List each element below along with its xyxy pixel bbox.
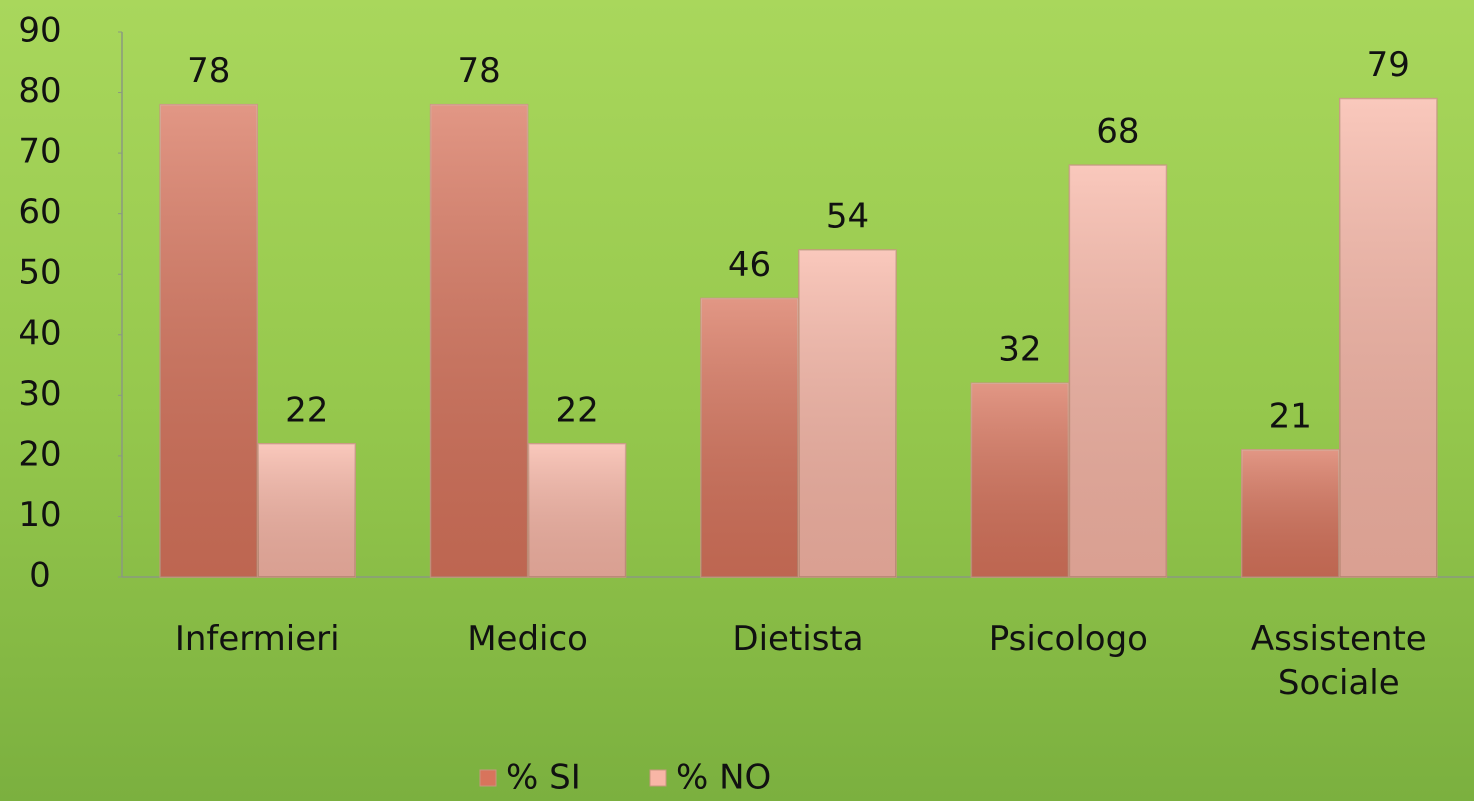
x-tick-label: Assistente Sociale [1250,619,1427,703]
bar-shade [971,383,1069,577]
y-tick-label: 90 [18,11,61,51]
bar-shade [430,104,528,578]
y-tick-label: 80 [18,71,61,111]
data-label: 78 [187,51,230,91]
y-tick-label: 20 [18,434,61,474]
y-tick-label: 10 [18,495,61,535]
bar-shade [160,104,258,578]
bar-shade [1241,449,1339,577]
data-label: 78 [457,51,500,91]
y-tick-label: 0 [29,556,51,596]
y-tick-label: 40 [18,313,61,353]
bar-shade [1069,165,1167,577]
data-label: 22 [285,390,328,430]
x-tick-label: Dietista [732,619,864,659]
data-label: 54 [826,197,869,237]
legend-label: % SI [506,758,581,798]
x-tick-label: Medico [467,619,588,659]
bar-shade [258,443,356,577]
data-label: 21 [1269,396,1312,436]
y-tick-label: 60 [18,192,61,232]
x-tick-label: Psicologo [988,619,1148,659]
data-label: 68 [1096,112,1139,152]
data-label: 22 [555,390,598,430]
y-tick-label: 70 [18,132,61,172]
bar-shade [528,443,626,577]
y-tick-label: 50 [18,253,61,293]
bar-shade [1339,98,1437,577]
data-label: 32 [998,330,1041,370]
data-label: 46 [728,245,771,285]
x-tick-label: Infermieri [174,619,340,659]
bar-shade [701,298,798,577]
bar-shade [799,250,896,577]
legend-swatch [649,769,667,787]
legend-swatch [479,769,497,787]
y-tick-label: 30 [18,374,61,414]
data-label: 79 [1367,45,1410,85]
legend-label: % NO [676,758,771,798]
